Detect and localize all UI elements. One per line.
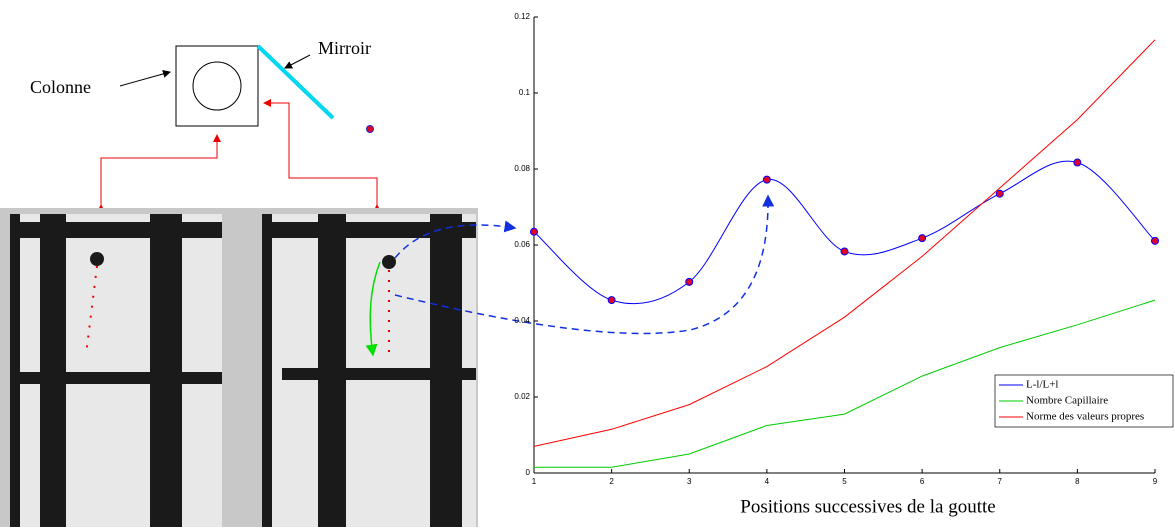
label: Colonne bbox=[30, 77, 91, 97]
x-tick-label: 3 bbox=[687, 477, 692, 486]
x-tick-label: 5 bbox=[842, 477, 847, 486]
data-point bbox=[685, 277, 694, 286]
data-point bbox=[840, 247, 849, 256]
y-tick-label: 0.04 bbox=[514, 316, 530, 325]
data-point bbox=[762, 175, 771, 184]
data-point bbox=[995, 189, 1004, 198]
chart: 0 0.02 0.04 0.06 0.08 0.1 0.12 1 2 3 4 5 6 7 8 9 L-l/L+l… bbox=[514, 12, 1174, 486]
y-tick-label: 0.02 bbox=[514, 392, 530, 401]
legend-label: Norme des valeurs propres bbox=[1026, 411, 1144, 423]
x-tick-label: 4 bbox=[765, 477, 770, 486]
series-line bbox=[533, 160, 1156, 305]
legend-box bbox=[994, 374, 1174, 428]
data-point bbox=[1151, 236, 1159, 245]
x-tick-label: 1 bbox=[532, 477, 537, 486]
y-tick-label: 0.08 bbox=[514, 164, 530, 173]
x-tick-label: 2 bbox=[609, 477, 614, 486]
label: Mirroir bbox=[318, 38, 371, 58]
series-line bbox=[533, 39, 1156, 447]
x-tick-label: 6 bbox=[920, 477, 925, 486]
schematic: Colonne Mirroir bbox=[30, 38, 381, 212]
data-point bbox=[530, 227, 538, 236]
y-tick-label: 0.12 bbox=[514, 12, 530, 21]
data-point bbox=[1073, 158, 1082, 167]
data-point bbox=[918, 234, 927, 243]
x-tick-label: 9 bbox=[1153, 477, 1158, 486]
series-line bbox=[534, 299, 1156, 468]
legend-label: Nombre Capillaire bbox=[1026, 395, 1108, 407]
photos bbox=[0, 194, 775, 527]
x-tick-label: 7 bbox=[998, 477, 1003, 486]
x-axis-label: Positions successives de la goutte bbox=[740, 496, 995, 517]
y-tick-label: 0.1 bbox=[519, 88, 531, 97]
y-tick-label: 0.06 bbox=[514, 240, 530, 249]
data-point bbox=[607, 296, 616, 305]
legend-label: L-l/L+l bbox=[1026, 379, 1058, 391]
x-tick-label: 8 bbox=[1075, 477, 1080, 486]
y-tick-label: 0 bbox=[526, 468, 531, 477]
